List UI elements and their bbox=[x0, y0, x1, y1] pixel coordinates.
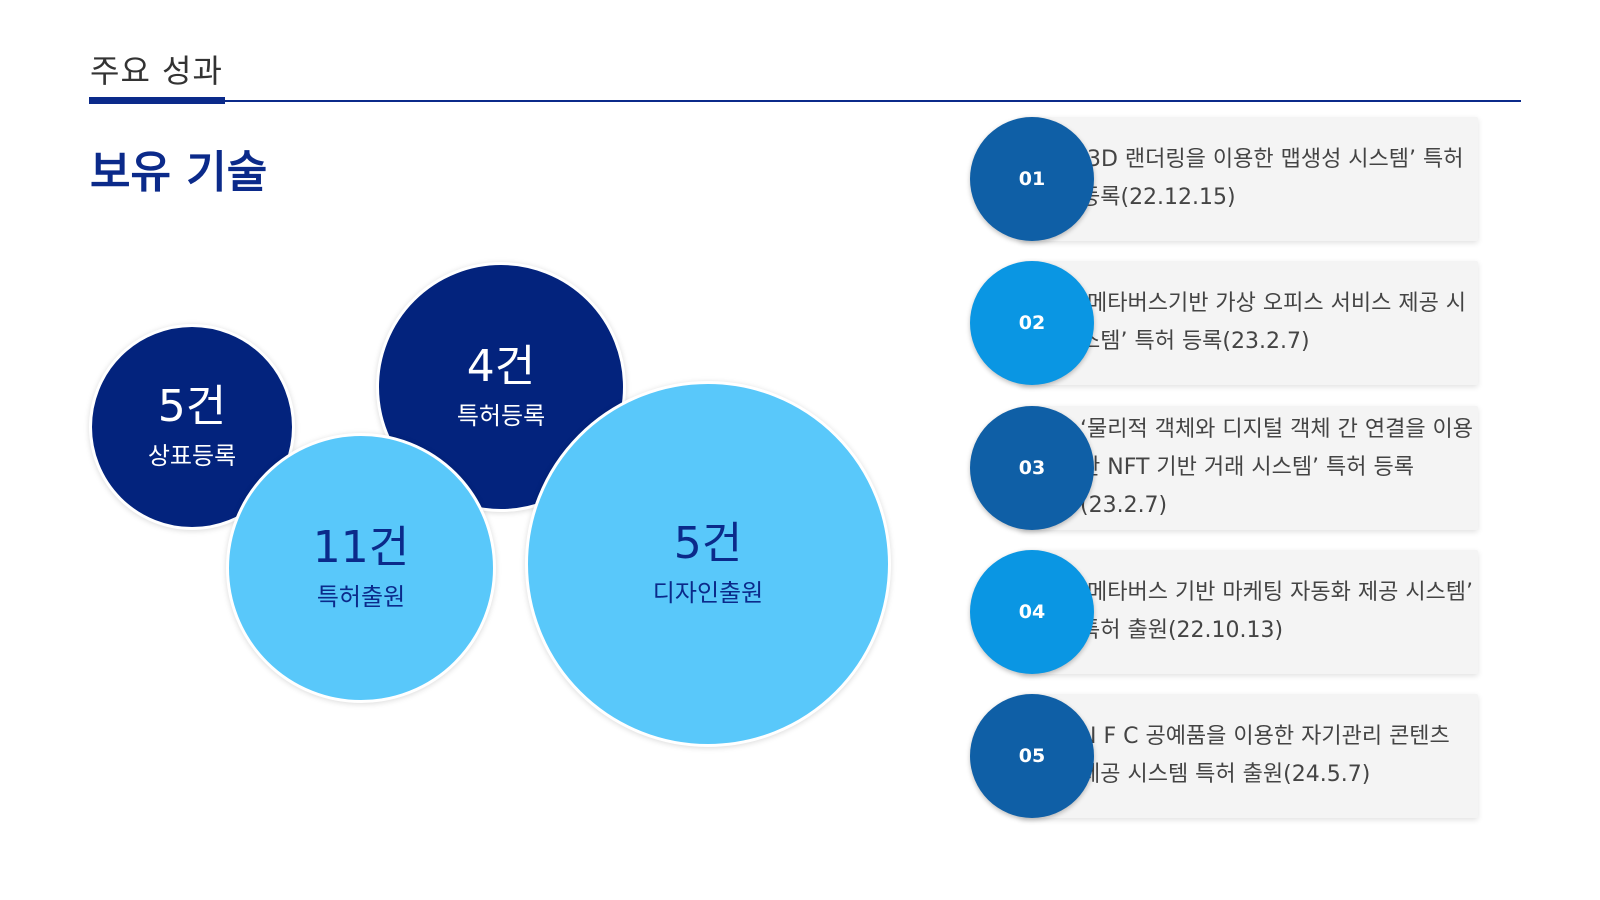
bubble-label: 특허등록 bbox=[456, 401, 546, 430]
patent-number-badge: 02 bbox=[970, 261, 1094, 385]
patent-text: N F C 공예품을 이용한 자기관리 콘텐츠 제공 시스템 특허 출원(24.… bbox=[1080, 724, 1450, 787]
patent-item-03: ‘물리적 객체와 디지털 객체 간 연결을 이용한 NFT 기반 거래 시스템’… bbox=[970, 406, 1478, 530]
patent-text: ‘메타버스기반 가상 오피스 서비스 제공 시스템’ 특허 등록(23.2.7) bbox=[1080, 291, 1467, 354]
bubble-count: 11건 bbox=[312, 522, 410, 574]
bubble-label: 디자인출원 bbox=[652, 578, 764, 607]
patent-text: ‘물리적 객체와 디지털 객체 간 연결을 이용한 NFT 기반 거래 시스템’… bbox=[1080, 417, 1474, 518]
patent-card bbox=[1020, 117, 1478, 241]
patent-item-01: ‘3D 랜더링을 이용한 맵생성 시스템’ 특허 등록(22.12.15) 01 bbox=[970, 117, 1478, 241]
bubble-trademark-registration: 5건 상표등록 bbox=[89, 324, 295, 530]
patent-item-04: ‘메타버스 기반 마케팅 자동화 제공 시스템’ 특허 출원(22.10.13)… bbox=[970, 550, 1478, 674]
patent-card bbox=[1020, 694, 1478, 818]
bubble-count: 5건 bbox=[157, 381, 227, 433]
patent-item-02: ‘메타버스기반 가상 오피스 서비스 제공 시스템’ 특허 등록(23.2.7)… bbox=[970, 261, 1478, 385]
bubble-design-application: 5건 디자인출원 bbox=[525, 381, 891, 747]
patent-number-badge: 05 bbox=[970, 694, 1094, 818]
section-title: 보유 기술 bbox=[90, 147, 268, 198]
page-header-title: 주요 성과 bbox=[90, 52, 223, 90]
patent-text: ‘메타버스 기반 마케팅 자동화 제공 시스템’ 특허 출원(22.10.13) bbox=[1080, 580, 1474, 643]
patent-number-badge: 04 bbox=[970, 550, 1094, 674]
patent-number-badge: 03 bbox=[970, 406, 1094, 530]
bubble-label: 특허출원 bbox=[316, 582, 406, 611]
patent-item-05: N F C 공예품을 이용한 자기관리 콘텐츠 제공 시스템 특허 출원(24.… bbox=[970, 694, 1478, 818]
header-accent-bar bbox=[89, 97, 225, 104]
patent-card bbox=[1020, 261, 1478, 385]
bubble-count: 4건 bbox=[466, 341, 536, 393]
patent-card bbox=[1020, 406, 1478, 530]
patent-number-badge: 01 bbox=[970, 117, 1094, 241]
patent-text: ‘3D 랜더링을 이용한 맵생성 시스템’ 특허 등록(22.12.15) bbox=[1080, 147, 1464, 210]
bubble-count: 5건 bbox=[673, 518, 743, 570]
bubble-label: 상표등록 bbox=[147, 441, 237, 470]
patent-card bbox=[1020, 550, 1478, 674]
bubble-patent-application: 11건 특허출원 bbox=[226, 433, 496, 703]
header-divider bbox=[89, 100, 1521, 102]
